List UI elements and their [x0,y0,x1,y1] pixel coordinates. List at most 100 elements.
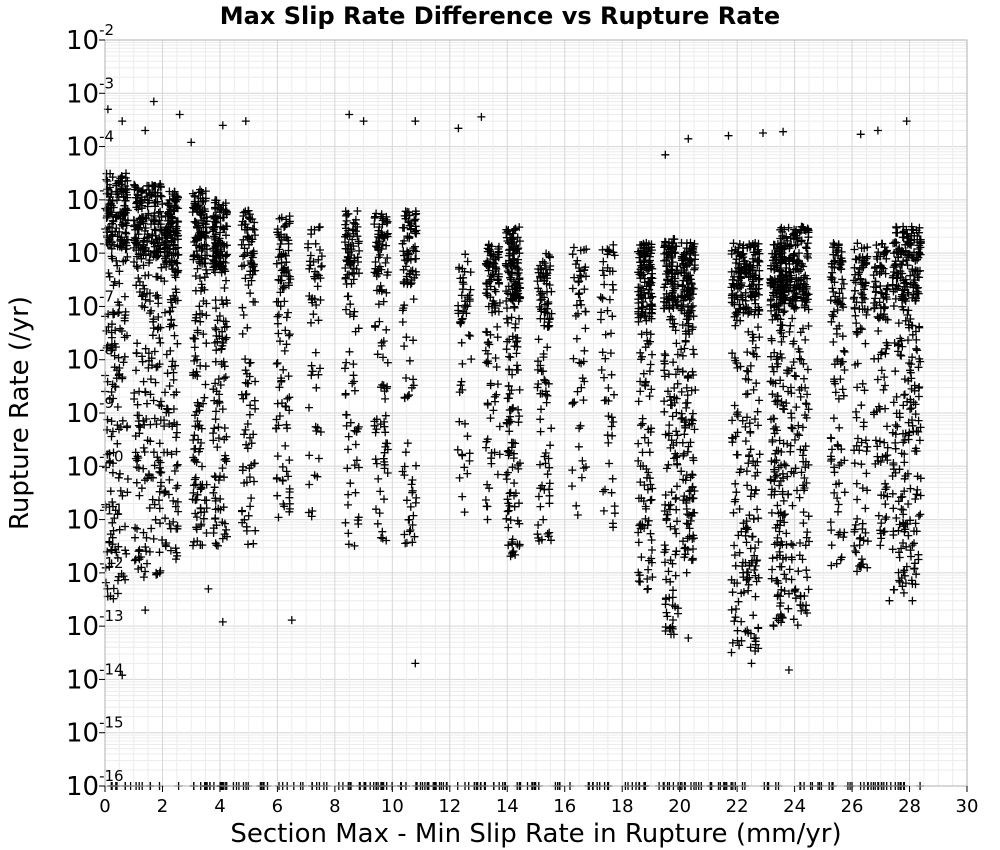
data-point [345,347,354,356]
data-point [839,533,848,542]
data-point [411,229,420,238]
data-point [901,525,910,534]
data-point [345,110,354,119]
data-point [508,235,517,244]
data-point [311,267,319,276]
data-point [108,468,117,477]
data-point [383,469,392,477]
data-point [371,258,380,266]
data-point [547,287,556,296]
data-point [346,258,354,267]
data-point [689,531,698,540]
data-point [879,385,888,394]
data-point [750,350,758,359]
data-point [156,220,165,229]
data-point [894,253,903,261]
data-point [154,294,163,302]
data-point [740,257,748,266]
data-point [536,361,545,370]
data-point [637,303,646,312]
data-point [150,225,159,234]
data-point [916,357,925,366]
data-point [219,357,228,366]
data-point [874,314,883,323]
data-point [163,232,172,240]
data-point [196,361,205,370]
data-point [197,231,206,239]
data-point [774,579,783,588]
data-point [211,357,220,366]
data-point [579,396,588,405]
data-point [913,346,922,355]
data-point [199,330,208,339]
data-point [634,299,643,307]
data-point [506,488,515,497]
data-point [851,255,860,264]
data-point [729,239,738,248]
data-point [141,214,150,223]
data-point [273,225,282,234]
data-point [750,566,759,574]
data-point [305,451,314,460]
data-point [247,439,256,448]
data-point [861,436,870,445]
data-point [197,521,205,530]
data-point [732,605,740,613]
data-point [691,251,700,259]
data-point [647,309,656,318]
data-point [898,342,907,351]
data-point [647,554,656,563]
data-point [466,285,475,294]
data-point [285,499,294,508]
data-point [802,244,811,253]
data-point [191,316,200,325]
data-point [687,279,696,287]
data-point [678,321,687,329]
data-point [634,528,643,537]
data-point [507,438,516,447]
data-point [731,321,740,330]
data-point [647,246,656,255]
data-point [742,538,751,547]
data-point [111,227,120,236]
data-point [486,381,495,390]
data-point [192,234,201,243]
x-tick-label: 4 [214,796,225,817]
data-point [746,292,755,301]
data-point [641,294,650,303]
data-point [858,290,867,299]
data-point [198,189,207,198]
data-point [534,265,543,273]
data-point [372,272,381,281]
data-point [734,308,742,317]
data-point [140,420,149,429]
data-point [787,539,796,548]
data-point [798,555,807,564]
data-point [742,467,751,476]
data-point [168,357,177,366]
data-point [664,501,673,510]
data-point [466,332,475,340]
data-point [861,504,870,513]
data-point [139,243,148,252]
data-point [158,200,167,209]
data-point [907,360,916,369]
data-point [277,374,285,383]
data-point [572,334,581,343]
data-point [772,614,781,623]
data-point [378,527,387,536]
data-point [912,294,921,303]
data-point [856,130,865,139]
data-point [908,353,917,362]
data-point [109,448,118,457]
data-point [647,385,656,394]
data-point [638,352,646,361]
data-point [540,259,549,268]
data-point [788,501,797,510]
data-point [667,262,676,271]
data-point [169,517,178,526]
data-point [646,496,655,505]
data-point [483,399,492,408]
x-tick-label: 0 [99,796,110,817]
data-point [379,337,388,346]
